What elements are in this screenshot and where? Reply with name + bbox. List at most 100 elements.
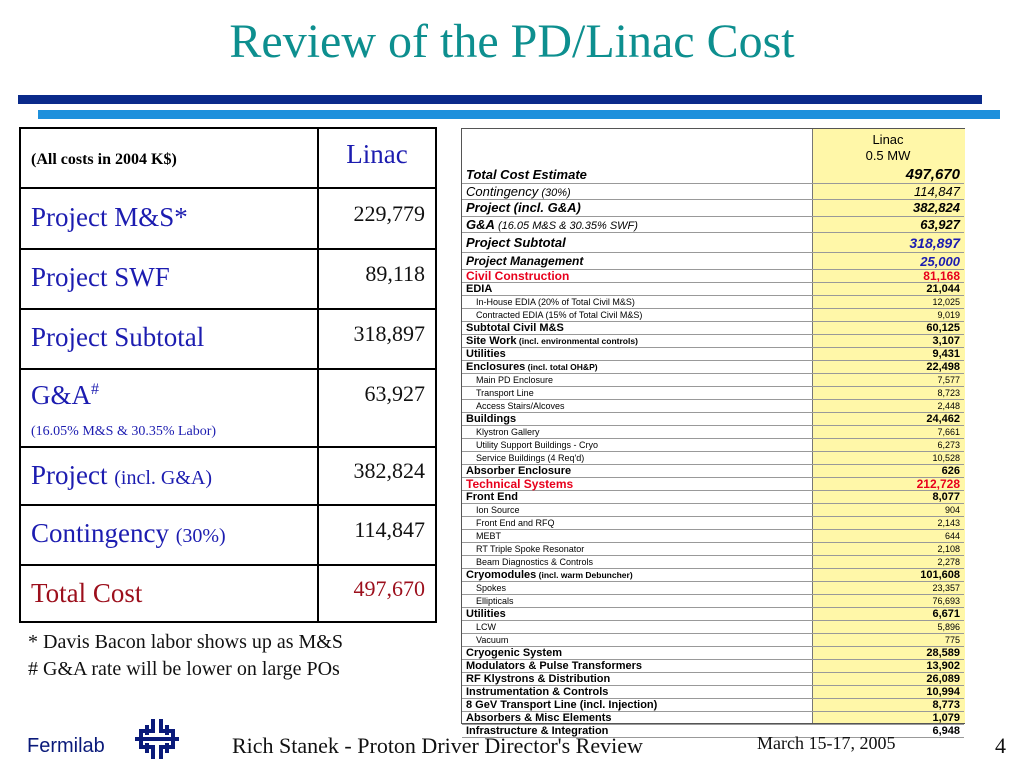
footnote: # G&A rate will be lower on large POs xyxy=(28,658,340,680)
detail-row-value: 9,019 xyxy=(937,310,960,320)
detail-row-label-text: Cryogenic System xyxy=(466,647,562,659)
detail-row-label-text: Ion Source xyxy=(476,505,520,515)
detail-row-label-text: Main PD Enclosure xyxy=(476,375,554,385)
summary-row: G&A# (16.05% M&S & 30.35% Labor) 63,927 xyxy=(21,370,435,448)
detail-row-label: Vacuum xyxy=(476,634,508,647)
detail-row-label: Ellipticals xyxy=(476,595,514,608)
detail-row-label-suffix: (16.05 M&S & 30.35% SWF) xyxy=(494,219,638,232)
detail-row-label-text: LCW xyxy=(476,622,496,632)
summary-row: Contingency (30%) 114,847 xyxy=(21,506,435,566)
detail-row-label-text: Buildings xyxy=(466,413,517,425)
summary-label-sub: (30%) xyxy=(175,525,226,547)
detail-header-line: Linac xyxy=(872,132,904,147)
detail-row-value: 2,448 xyxy=(937,401,960,411)
summary-value-cell: 382,824 xyxy=(319,448,435,504)
detail-row-label: In-House EDIA (20% of Total Civil M&S) xyxy=(476,296,635,309)
detail-row-label: Cryogenic System xyxy=(466,647,562,660)
detail-row-label-text: Ellipticals xyxy=(476,596,514,606)
summary-label-text: Project xyxy=(31,460,115,490)
detail-row-label-text: 8 GeV Transport Line (incl. Injection) xyxy=(466,699,658,711)
detail-row-label-text: Site Work xyxy=(466,335,517,347)
title-rule-light xyxy=(38,110,1000,119)
detail-row-value: 12,025 xyxy=(932,297,960,307)
detail-row: 8 GeV Transport Line (incl. Injection) 8,… xyxy=(462,699,964,712)
detail-row-label: Utilities xyxy=(466,348,506,361)
footnotes: * Davis Bacon labor shows up as M&S # G&… xyxy=(28,629,343,683)
detail-row-value: 10,528 xyxy=(932,453,960,463)
detail-row-label: LCW xyxy=(476,621,496,634)
detail-row-value: 10,994 xyxy=(926,686,960,698)
detail-row-label: Enclosures (incl. total OH&P) xyxy=(466,361,598,374)
detail-row-value: 382,824 xyxy=(913,200,960,215)
detail-row-value: 81,168 xyxy=(923,269,960,283)
summary-label: Project SWF xyxy=(31,262,170,292)
detail-row-label-text: G&A xyxy=(466,216,495,232)
detail-row-value: 76,693 xyxy=(932,596,960,606)
detail-row: Transport Line 8,723 xyxy=(462,387,964,400)
detail-row: Beam Diagnostics & Controls 2,278 xyxy=(462,556,964,569)
detail-row-label-suffix: (incl. total OH&P) xyxy=(525,362,598,372)
detail-row-value: 13,902 xyxy=(926,660,960,672)
summary-header-label-cell: (All costs in 2004 K$) xyxy=(21,129,319,187)
detail-row-value: 9,431 xyxy=(932,348,960,360)
summary-value: 382,824 xyxy=(353,458,426,483)
summary-value-cell: 63,927 xyxy=(319,370,435,446)
detail-row-value: 6,273 xyxy=(937,440,960,450)
detail-row: RT Triple Spoke Resonator 2,108 xyxy=(462,543,964,556)
detail-row-label: RF Klystrons & Distribution xyxy=(466,673,610,686)
detail-row-label-text: RT Triple Spoke Resonator xyxy=(476,544,585,554)
summary-row: Project M&S* 229,779 xyxy=(21,189,435,250)
detail-row: Spokes 23,357 xyxy=(462,582,964,595)
detail-row: Civil Construction 81,168 xyxy=(462,270,964,283)
detail-value-column xyxy=(812,129,965,723)
detail-row: Cryogenic System 28,589 xyxy=(462,647,964,660)
summary-value-cell: 89,118 xyxy=(319,250,435,308)
detail-row-label: Modulators & Pulse Transformers xyxy=(466,660,642,673)
title-rule-dark xyxy=(18,95,982,104)
detail-row-label-text: Front End xyxy=(466,491,518,503)
detail-row-label: Buildings xyxy=(466,413,516,426)
detail-row-label: Front End xyxy=(466,491,518,504)
detail-header: Linac 0.5 MW xyxy=(812,129,964,167)
detail-row-value: 26,089 xyxy=(926,673,960,685)
detail-row: Instrumentation & Controls 10,994 xyxy=(462,686,964,699)
detail-row-label: Transport Line xyxy=(476,387,534,400)
detail-row: Vacuum 775 xyxy=(462,634,964,647)
detail-row-value: 775 xyxy=(944,635,960,645)
fermilab-logo-icon xyxy=(135,719,179,759)
detail-row-value: 22,498 xyxy=(926,361,960,373)
detail-row-label: Utility Support Buildings - Cryo xyxy=(476,439,598,452)
detail-row-label: Spokes xyxy=(476,582,506,595)
summary-label-text: G&A xyxy=(31,380,91,410)
detail-row-label: Ion Source xyxy=(476,504,520,517)
detail-row: MEBT 644 xyxy=(462,530,964,543)
detail-row-label-text: In-House EDIA (20% of Total Civil M&S) xyxy=(476,297,635,307)
detail-row: Modulators & Pulse Transformers 13,902 xyxy=(462,660,964,673)
footnote: * Davis Bacon labor shows up as M&S xyxy=(28,631,343,653)
detail-row-label-text: Modulators & Pulse Transformers xyxy=(466,660,643,672)
detail-row-label-text: Technical Systems xyxy=(466,477,574,491)
detail-row: Project Management 25,000 xyxy=(462,253,964,270)
detail-row-label-text: RF Klystrons & Distribution xyxy=(466,673,611,685)
summary-row: Project (incl. G&A) 382,824 xyxy=(21,448,435,506)
summary-value: 229,779 xyxy=(353,201,426,226)
detail-row-value: 3,107 xyxy=(932,335,960,347)
detail-row-label-suffix: (incl. environmental controls) xyxy=(516,336,638,346)
detail-row-value: 2,278 xyxy=(937,557,960,567)
detail-row: Total Cost Estimate 497,670 xyxy=(462,166,964,184)
summary-label-note: (16.05% M&S & 30.35% Labor) xyxy=(31,424,217,439)
summary-header-label: (All costs in 2004 K$) xyxy=(31,151,177,168)
detail-row-label-text: Utilities xyxy=(466,608,506,620)
detail-table: Linac 0.5 MW Total Cost Estimate 497,670 C… xyxy=(461,128,965,738)
detail-row-label-text: Contracted EDIA (15% of Total Civil M&S) xyxy=(476,310,643,320)
detail-row: Ellipticals 76,693 xyxy=(462,595,964,608)
detail-row-label: Civil Construction xyxy=(466,270,569,283)
detail-row-label: Project Management xyxy=(466,253,583,270)
detail-row: Project (incl. G&A) 382,824 xyxy=(462,200,964,217)
detail-row-label-text: Enclosures xyxy=(466,361,526,373)
detail-row-label: Absorber Enclosure xyxy=(466,465,571,478)
detail-row-label-text: Front End and RFQ xyxy=(476,518,555,528)
detail-row-value: 8,723 xyxy=(937,388,960,398)
detail-row-label-text: Spokes xyxy=(476,583,507,593)
total-cost-label: Total Cost xyxy=(31,578,143,608)
